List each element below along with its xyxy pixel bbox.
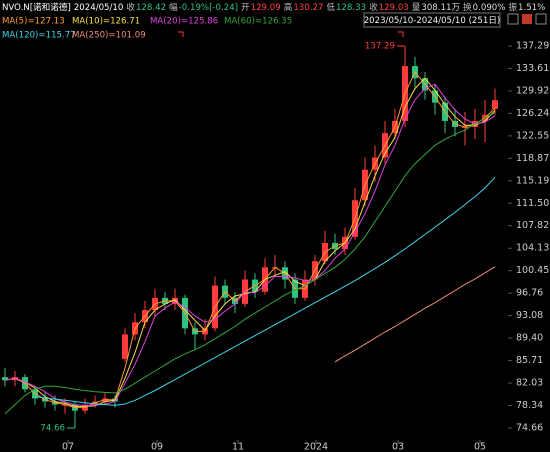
- field-value: 129.03: [378, 3, 409, 13]
- high-label: 137.29: [365, 41, 395, 51]
- x-tick-label: 11: [232, 442, 244, 452]
- y-tick-label: 100.45: [516, 265, 549, 276]
- field-label: 高: [283, 3, 293, 13]
- field-value: 0.090%: [472, 3, 506, 13]
- candle-body: [122, 334, 128, 359]
- y-tick-label: 137.29: [516, 40, 549, 51]
- field-label: 开: [241, 3, 250, 13]
- field-value: 1.51%: [518, 3, 546, 13]
- y-tick-label: 133.61: [516, 63, 549, 74]
- legend-entry: MA(20)=125.86: [150, 17, 218, 27]
- x-tick-label: 2024: [304, 442, 328, 452]
- field-value: -0.19%[-0.24]: [178, 3, 239, 13]
- legend-entry: MA(60)=126.35: [224, 17, 292, 27]
- x-tick-label: 03: [392, 442, 404, 452]
- legend-entry: MA(120)=115.77: [2, 31, 76, 41]
- y-tick-label: 122.55: [516, 130, 549, 141]
- field-label: 收: [369, 3, 378, 13]
- y-tick-label: 129.92: [516, 85, 549, 96]
- y-tick-label: 85.71: [516, 355, 543, 366]
- field-label: 幅: [169, 3, 178, 13]
- x-tick-label: 05: [474, 442, 486, 452]
- ma-line: [34, 176, 496, 406]
- y-tick-label: 93.08: [516, 310, 543, 321]
- legend-entry: MA(250)=101.09: [72, 31, 146, 41]
- field-value: 130.27: [293, 3, 324, 13]
- y-tick-label: 104.13: [516, 243, 549, 254]
- field-label: 低: [326, 3, 335, 13]
- y-tick-label: 118.87: [516, 153, 549, 164]
- field-value: 128.42: [135, 3, 167, 13]
- ma-line: [4, 83, 496, 407]
- y-tick-label: 82.03: [516, 378, 543, 389]
- y-tick-label: 74.66: [516, 422, 543, 433]
- legend-entry: MA(5)=127.13: [2, 17, 65, 27]
- field-label: 量: [411, 3, 421, 13]
- icon[interactable]: [522, 14, 532, 24]
- field-value: 128.33: [336, 3, 367, 13]
- y-tick-label: 115.19: [516, 175, 549, 186]
- candle-body: [492, 100, 498, 109]
- y-tick-label: 107.82: [516, 220, 549, 231]
- range-text[interactable]: 2023/05/10-2024/05/10 (251日): [364, 15, 501, 26]
- icon[interactable]: [535, 13, 547, 25]
- field-label: 振: [508, 3, 518, 13]
- symbol: NVO.N[诺和诺德]: [2, 3, 71, 13]
- field-value: 129.09: [250, 3, 281, 13]
- y-tick-label: 126.24: [516, 108, 549, 119]
- ma-line: [4, 112, 496, 415]
- low-label: 74.66: [40, 423, 65, 433]
- candle-body: [2, 377, 8, 381]
- y-tick-label: 78.34: [516, 400, 543, 411]
- y-tick-label: 89.40: [516, 333, 543, 344]
- marker: [178, 31, 404, 37]
- field-value: 308.11万: [421, 3, 461, 13]
- y-tick-label: 111.50: [516, 198, 549, 209]
- header: NVO.N[诺和诺德] 2024/05/10 收128.42 幅-0.19%[-0.2…: [2, 1, 550, 13]
- legend-entry: MA(10)=126.71: [72, 17, 140, 27]
- x-tick-label: 09: [151, 442, 163, 452]
- range-box: [363, 12, 501, 28]
- field-label: 换: [463, 3, 472, 13]
- candle-body: [462, 127, 468, 129]
- ma-line: [334, 266, 496, 363]
- x-tick-label: 07: [62, 442, 74, 452]
- icon[interactable]: [507, 13, 519, 25]
- y-tick-label: 96.76: [516, 288, 543, 299]
- field-label: 收: [126, 3, 135, 13]
- date: 2024/05/10: [73, 3, 124, 13]
